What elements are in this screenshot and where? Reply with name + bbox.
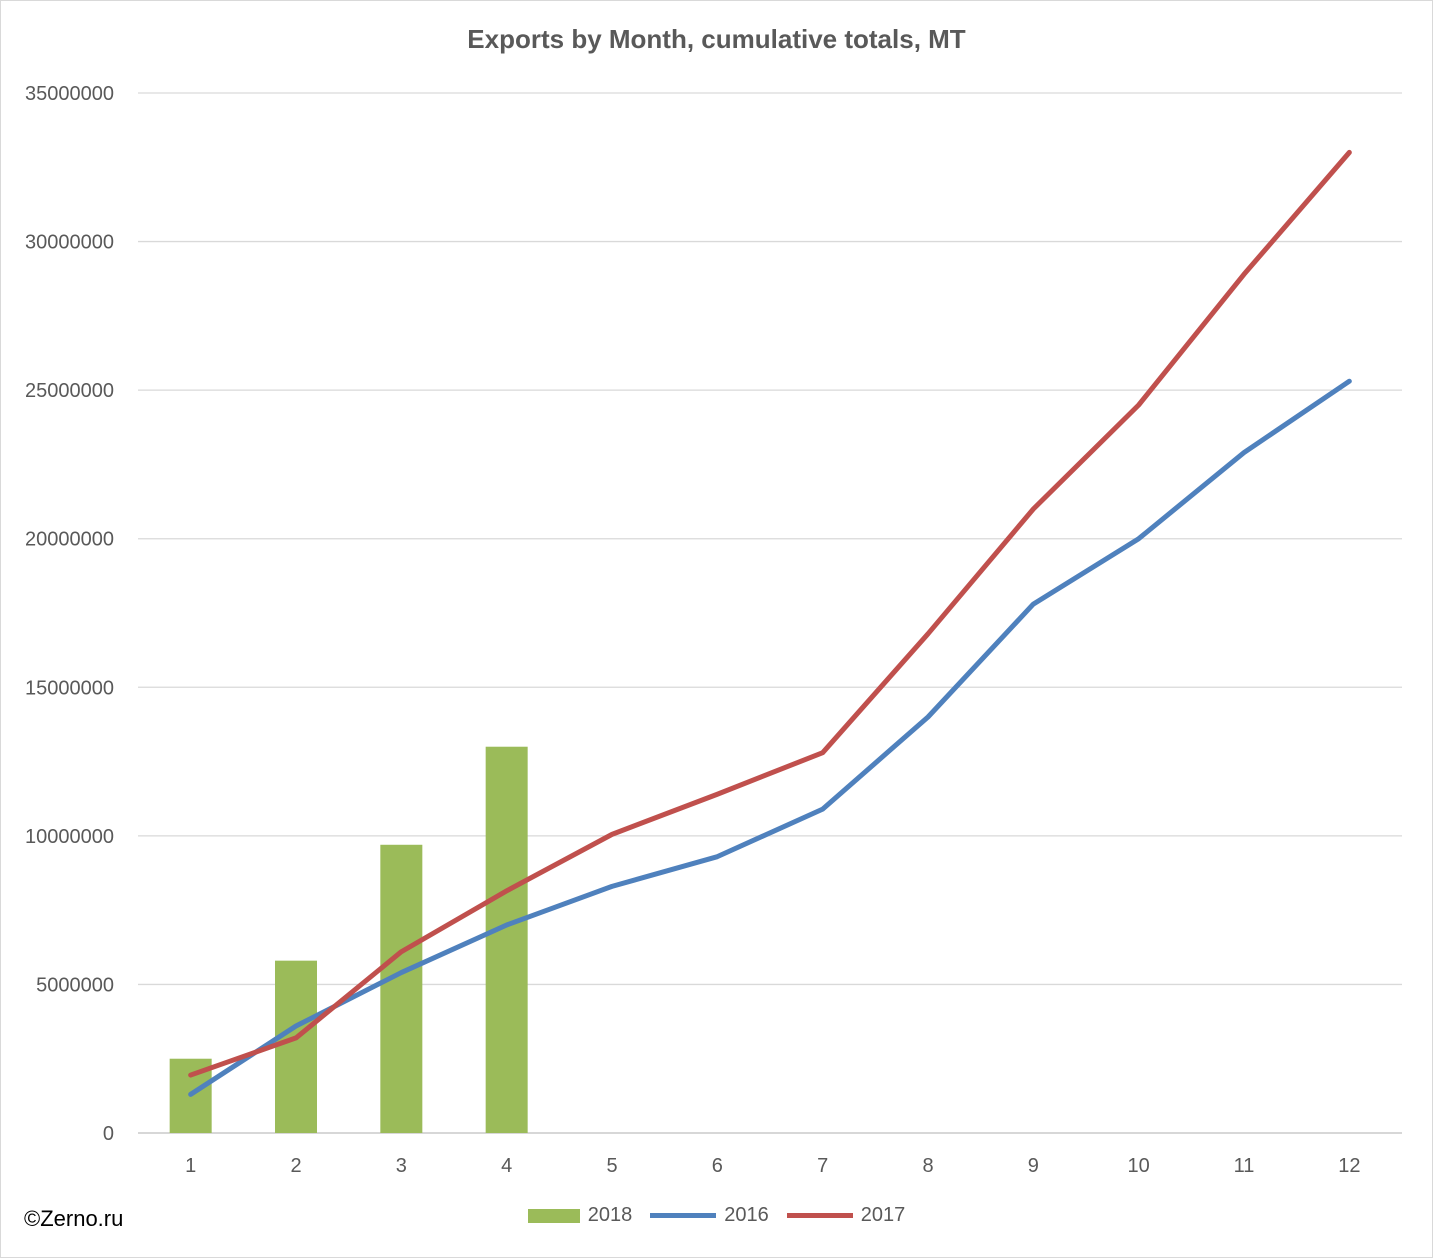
x-tick-label: 11 (1234, 1155, 1255, 1177)
legend-label-2017: 2017 (860, 1204, 906, 1226)
y-tick-label: 10000000 (25, 826, 114, 848)
legend-swatch-2018 (527, 1208, 580, 1223)
x-tick-label: 9 (1028, 1155, 1039, 1177)
line-series (188, 149, 1352, 1097)
y-tick-label: 0 (103, 1123, 114, 1145)
x-tick-label: 4 (501, 1155, 512, 1177)
legend-swatch-2017 (786, 1213, 853, 1218)
x-tick-label: 2 (290, 1155, 301, 1177)
x-tick-label: 6 (712, 1155, 723, 1177)
line-2017 (188, 149, 1352, 1078)
y-tick-label: 5000000 (36, 974, 114, 996)
x-tick-label: 12 (1338, 1155, 1360, 1177)
x-axis-ticks: 1 2 3 4 5 6 7 8 9 10 11 12 (185, 1155, 1360, 1177)
x-tick-label: 8 (922, 1155, 933, 1177)
x-tick-label: 7 (817, 1155, 828, 1177)
legend-item-2017: 2017 (786, 1204, 906, 1227)
y-tick-label: 15000000 (25, 677, 114, 699)
legend-swatch-2016 (650, 1213, 717, 1218)
watermark: ©Zerno.ru (24, 1206, 124, 1231)
legend-item-2016: 2016 (650, 1204, 769, 1227)
line-2016 (188, 378, 1352, 1097)
y-axis-ticks: 0 5000000 10000000 15000000 20000000 25000000… (25, 83, 114, 1145)
grid-lines (138, 92, 1402, 1134)
x-tick-label: 1 (185, 1155, 196, 1177)
bar-2018-2 (275, 960, 317, 1133)
x-tick-label: 5 (606, 1155, 617, 1177)
legend-label-2016: 2016 (724, 1204, 769, 1226)
y-tick-label: 30000000 (25, 232, 114, 254)
bar-2018-4 (485, 746, 528, 1133)
bar-2018-3 (380, 844, 423, 1133)
x-tick-label: 3 (396, 1155, 407, 1177)
y-tick-label: 35000000 (25, 83, 114, 105)
y-tick-label: 25000000 (25, 380, 114, 402)
legend: 2018 2016 2017 (0, 1204, 1433, 1227)
x-tick-label: 10 (1128, 1155, 1150, 1177)
y-tick-label: 20000000 (25, 529, 114, 551)
legend-item-2018: 2018 (527, 1204, 633, 1227)
legend-label-2018: 2018 (587, 1204, 633, 1226)
chart-title: Exports by Month, cumulative totals, MT (467, 24, 966, 54)
